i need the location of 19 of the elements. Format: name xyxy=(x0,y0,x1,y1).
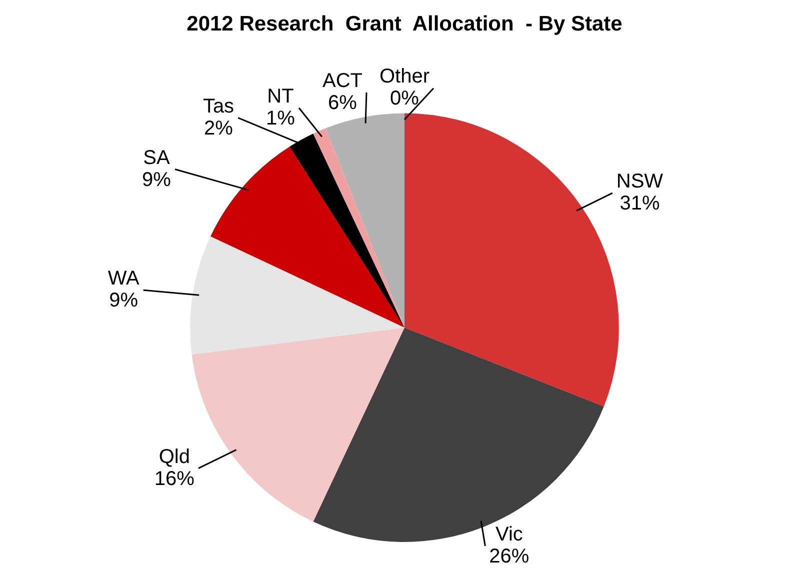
data-label: 2% xyxy=(204,117,234,140)
slice-label: Tas xyxy=(202,95,234,118)
data-label: 31% xyxy=(620,192,660,215)
slice-label: SA xyxy=(143,146,170,169)
data-label: 1% xyxy=(266,107,296,130)
slice-label: Qld xyxy=(158,446,190,468)
slice-label: NSW xyxy=(616,170,664,193)
slice-label: Vic xyxy=(495,524,523,546)
slice-label: ACT xyxy=(322,70,362,92)
data-label: 9% xyxy=(109,290,138,312)
data-label: 6% xyxy=(328,92,358,114)
data-label: 16% xyxy=(154,468,195,490)
category-label: Other xyxy=(379,66,430,88)
data-label: 9% xyxy=(142,168,172,191)
slice-label: NT xyxy=(267,85,294,108)
slice-label: WA xyxy=(108,268,140,290)
text: 0% xyxy=(390,88,419,110)
data-label: 26% xyxy=(489,546,530,568)
chart-title: 2012 Research Grant Allocation - By State xyxy=(186,12,622,36)
